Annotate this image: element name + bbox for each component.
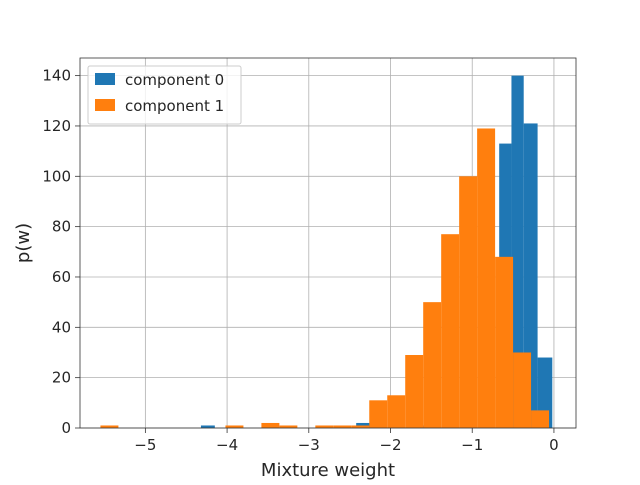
x-tick-label: −3: [298, 436, 320, 454]
y-tick-label: 0: [61, 419, 71, 437]
x-tick-label: 0: [549, 436, 559, 454]
histogram-bar-component-0: [356, 422, 371, 428]
x-axis-label: Mixture weight: [261, 460, 395, 480]
histogram-bar-component-1: [495, 256, 514, 428]
histogram-bar-component-1: [477, 128, 496, 428]
legend-swatch-component-1: [95, 99, 115, 111]
y-tick-label: 40: [52, 318, 71, 336]
legend: component 0 component 1: [87, 65, 242, 125]
y-axis-label: p(w): [13, 223, 34, 263]
histogram-bar-component-1: [315, 425, 334, 428]
histogram-bar-component-1: [531, 410, 550, 428]
histogram-bar-component-1: [333, 425, 352, 428]
x-tick-label: −2: [379, 436, 401, 454]
y-tick-label: 20: [52, 369, 71, 387]
histogram-bar-component-0: [200, 425, 215, 428]
legend-label-component-1: component 1: [125, 97, 224, 115]
legend-box: [87, 65, 242, 125]
y-tick-label: 120: [42, 117, 71, 135]
axis-ticks: −5 −4 −3 −2 −1 0 0 20 40 60 80 100 120 140: [42, 67, 558, 454]
y-tick-label: 140: [42, 67, 71, 85]
y-tick-label: 60: [52, 268, 71, 286]
plot-area-frame: [79, 57, 577, 429]
histogram-bar-component-1: [369, 400, 388, 428]
x-tick-label: −4: [216, 436, 238, 454]
histogram-bars: [100, 75, 553, 429]
x-tick-label: −1: [461, 436, 483, 454]
histogram-bar-component-1: [459, 176, 478, 428]
histogram-bar-component-1: [261, 422, 280, 428]
y-tick-label: 80: [52, 218, 71, 236]
x-tick-label: −5: [134, 436, 156, 454]
histogram-bar-component-0: [523, 123, 538, 429]
histogram-bar-component-1: [279, 425, 298, 428]
legend-swatch-component-0: [95, 73, 115, 85]
histogram-bar-component-1: [100, 425, 119, 428]
histogram-bar-component-1: [513, 352, 532, 428]
histogram-bar-component-1: [387, 395, 406, 428]
histogram-bar-component-1: [225, 425, 244, 428]
histogram-bar-component-1: [351, 425, 370, 428]
y-tick-label: 100: [42, 167, 71, 185]
histogram-bar-component-0: [511, 75, 524, 428]
histogram-bar-component-1: [405, 355, 424, 428]
histogram-bar-component-1: [423, 302, 442, 428]
legend-label-component-0: component 0: [125, 71, 224, 89]
histogram-bar-component-1: [441, 234, 460, 428]
